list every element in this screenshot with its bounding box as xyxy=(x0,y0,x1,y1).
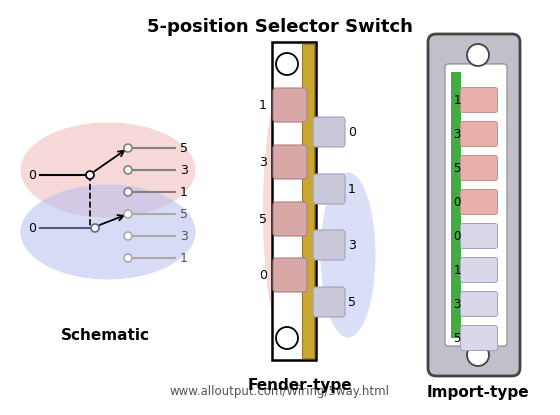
Text: 5: 5 xyxy=(259,212,267,225)
Ellipse shape xyxy=(320,173,376,337)
Text: 5: 5 xyxy=(180,208,188,220)
FancyBboxPatch shape xyxy=(313,117,345,147)
Text: 0: 0 xyxy=(28,168,36,181)
Text: 3: 3 xyxy=(180,229,188,242)
FancyBboxPatch shape xyxy=(460,88,497,112)
FancyBboxPatch shape xyxy=(273,145,307,179)
Text: 5: 5 xyxy=(348,295,356,308)
Text: 1: 1 xyxy=(259,98,267,112)
Text: Fender-type: Fender-type xyxy=(248,378,352,393)
FancyBboxPatch shape xyxy=(313,287,345,317)
Bar xyxy=(302,44,314,358)
Ellipse shape xyxy=(21,122,195,217)
Circle shape xyxy=(124,144,132,152)
Circle shape xyxy=(124,166,132,174)
Text: 0: 0 xyxy=(28,222,36,234)
Text: 3: 3 xyxy=(454,298,461,310)
Text: 3: 3 xyxy=(454,127,461,141)
Bar xyxy=(451,72,461,338)
FancyBboxPatch shape xyxy=(445,64,507,346)
Text: 0: 0 xyxy=(454,195,461,208)
Text: 0: 0 xyxy=(259,269,267,281)
Text: 0: 0 xyxy=(454,229,461,242)
FancyBboxPatch shape xyxy=(460,224,497,249)
Circle shape xyxy=(86,171,94,179)
Text: 1: 1 xyxy=(454,93,461,107)
Text: 1: 1 xyxy=(180,186,188,198)
Circle shape xyxy=(124,188,132,196)
Circle shape xyxy=(467,44,489,66)
FancyBboxPatch shape xyxy=(273,258,307,292)
Circle shape xyxy=(276,327,298,349)
FancyBboxPatch shape xyxy=(313,174,345,204)
FancyBboxPatch shape xyxy=(460,291,497,317)
Text: 1: 1 xyxy=(454,264,461,276)
Ellipse shape xyxy=(263,85,305,335)
Bar xyxy=(272,42,316,360)
FancyBboxPatch shape xyxy=(273,88,307,122)
Text: Schematic: Schematic xyxy=(60,328,150,343)
Circle shape xyxy=(276,53,298,75)
Circle shape xyxy=(467,344,489,366)
FancyBboxPatch shape xyxy=(460,156,497,181)
Text: 1: 1 xyxy=(180,251,188,264)
Text: 3: 3 xyxy=(259,156,267,168)
Text: Import-type: Import-type xyxy=(427,385,529,400)
Circle shape xyxy=(124,254,132,262)
Text: 1: 1 xyxy=(348,183,356,195)
Text: www.alloutput.com/Wiring/5way.html: www.alloutput.com/Wiring/5way.html xyxy=(170,385,390,398)
Ellipse shape xyxy=(447,235,485,345)
Text: 5: 5 xyxy=(454,161,461,174)
FancyBboxPatch shape xyxy=(273,202,307,236)
Text: 3: 3 xyxy=(348,239,356,251)
FancyBboxPatch shape xyxy=(460,122,497,146)
Circle shape xyxy=(124,210,132,218)
Text: 0: 0 xyxy=(348,125,356,139)
Circle shape xyxy=(124,232,132,240)
FancyBboxPatch shape xyxy=(313,230,345,260)
Ellipse shape xyxy=(447,115,485,275)
Text: 3: 3 xyxy=(180,164,188,176)
FancyBboxPatch shape xyxy=(428,34,520,376)
FancyBboxPatch shape xyxy=(460,325,497,351)
Text: 5-position Selector Switch: 5-position Selector Switch xyxy=(147,18,413,36)
Text: 5: 5 xyxy=(180,142,188,154)
Text: 5: 5 xyxy=(454,332,461,344)
Ellipse shape xyxy=(21,185,195,279)
FancyBboxPatch shape xyxy=(460,257,497,283)
FancyBboxPatch shape xyxy=(460,190,497,215)
Circle shape xyxy=(91,224,99,232)
